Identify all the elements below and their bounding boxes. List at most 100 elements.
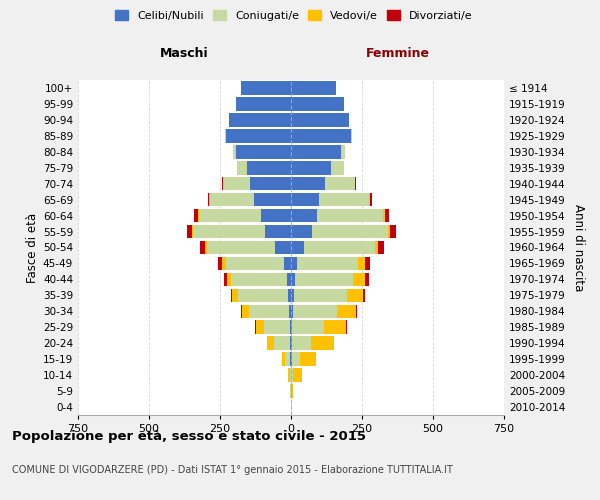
Bar xyxy=(313,225,388,238)
Bar xyxy=(337,304,356,318)
Bar xyxy=(292,320,323,334)
Bar xyxy=(355,177,356,190)
Bar xyxy=(291,129,350,142)
Bar xyxy=(365,272,369,286)
Bar xyxy=(385,209,389,222)
Bar xyxy=(358,256,365,270)
Bar xyxy=(226,256,284,270)
Bar xyxy=(369,193,370,206)
Bar xyxy=(250,177,291,190)
Bar xyxy=(383,209,385,222)
Bar xyxy=(275,240,291,254)
Bar xyxy=(208,193,209,206)
Bar xyxy=(227,272,232,286)
Bar xyxy=(331,161,344,174)
Text: Maschi: Maschi xyxy=(160,47,209,60)
Text: Popolazione per età, sesso e stato civile - 2015: Popolazione per età, sesso e stato civil… xyxy=(12,430,366,443)
Bar xyxy=(288,368,290,382)
Bar xyxy=(226,129,291,142)
Bar xyxy=(291,240,304,254)
Bar xyxy=(346,320,347,334)
Text: Femmine: Femmine xyxy=(365,47,430,60)
Bar xyxy=(291,113,349,126)
Bar xyxy=(236,97,291,110)
Y-axis label: Anni di nascita: Anni di nascita xyxy=(572,204,585,291)
Bar xyxy=(238,288,287,302)
Bar xyxy=(236,145,291,158)
Bar xyxy=(291,97,344,110)
Bar xyxy=(291,368,293,382)
Bar xyxy=(290,320,291,334)
Bar xyxy=(291,304,293,318)
Bar xyxy=(284,256,291,270)
Bar xyxy=(323,320,346,334)
Bar xyxy=(198,209,199,222)
Bar xyxy=(200,240,205,254)
Bar xyxy=(207,240,275,254)
Bar xyxy=(232,288,238,302)
Bar xyxy=(233,145,236,158)
Bar xyxy=(375,240,378,254)
Bar xyxy=(296,256,358,270)
Bar xyxy=(291,177,325,190)
Bar xyxy=(224,272,227,286)
Bar xyxy=(289,304,291,318)
Bar xyxy=(291,161,331,174)
Bar xyxy=(291,256,296,270)
Bar xyxy=(291,384,293,398)
Bar xyxy=(304,240,375,254)
Bar xyxy=(187,225,191,238)
Bar xyxy=(241,81,291,95)
Legend: Celibi/Nubili, Coniugati/e, Vedovi/e, Divorziati/e: Celibi/Nubili, Coniugati/e, Vedovi/e, Di… xyxy=(111,6,477,25)
Bar xyxy=(390,225,395,238)
Bar xyxy=(291,272,295,286)
Bar xyxy=(291,145,341,158)
Bar xyxy=(242,304,249,318)
Bar xyxy=(247,161,291,174)
Bar xyxy=(295,288,347,302)
Bar xyxy=(319,193,369,206)
Bar xyxy=(341,145,345,158)
Bar xyxy=(264,320,290,334)
Bar xyxy=(291,336,292,350)
Bar xyxy=(365,256,370,270)
Bar xyxy=(347,288,362,302)
Bar xyxy=(194,209,198,222)
Bar xyxy=(223,177,250,190)
Bar xyxy=(265,225,291,238)
Bar xyxy=(231,288,232,302)
Bar xyxy=(350,129,352,142)
Bar xyxy=(291,81,337,95)
Bar xyxy=(290,336,291,350)
Bar xyxy=(256,320,264,334)
Bar xyxy=(292,336,311,350)
Bar xyxy=(267,336,274,350)
Bar xyxy=(205,240,207,254)
Bar xyxy=(237,161,247,174)
Bar xyxy=(300,352,316,366)
Bar xyxy=(249,304,289,318)
Bar xyxy=(290,368,291,382)
Bar xyxy=(222,256,226,270)
Bar xyxy=(261,209,291,222)
Bar xyxy=(274,336,290,350)
Bar xyxy=(218,256,222,270)
Bar xyxy=(241,304,242,318)
Bar xyxy=(293,368,302,382)
Text: COMUNE DI VIGODARZERE (PD) - Dati ISTAT 1° gennaio 2015 - Elaborazione TUTTITALI: COMUNE DI VIGODARZERE (PD) - Dati ISTAT … xyxy=(12,465,453,475)
Bar xyxy=(225,129,226,142)
Bar xyxy=(362,288,365,302)
Bar xyxy=(286,352,290,366)
Bar xyxy=(291,209,317,222)
Bar xyxy=(291,288,295,302)
Bar xyxy=(317,209,383,222)
Bar xyxy=(295,272,353,286)
Bar xyxy=(370,193,372,206)
Y-axis label: Fasce di età: Fasce di età xyxy=(26,212,39,282)
Bar xyxy=(210,193,254,206)
Bar xyxy=(356,304,357,318)
Bar xyxy=(291,225,313,238)
Bar xyxy=(232,272,287,286)
Bar xyxy=(199,209,261,222)
Bar xyxy=(311,336,334,350)
